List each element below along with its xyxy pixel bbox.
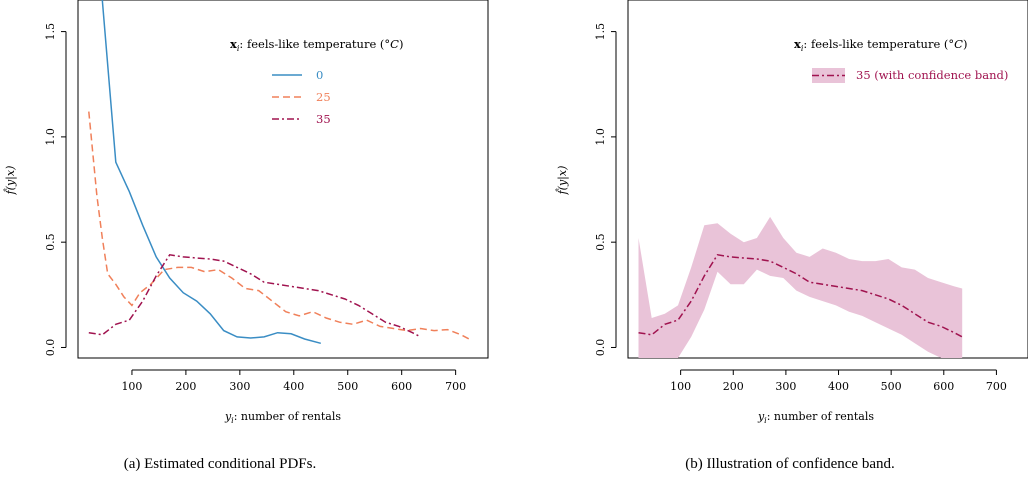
x-tick-label: 200 [175, 380, 196, 393]
series-line-25 [88, 111, 470, 340]
x-tick-label: 400 [828, 380, 849, 393]
caption-b: (b) Illustration of confidence band. [685, 456, 895, 472]
y-tick-label: 1.0 [44, 128, 57, 146]
x-tick-label: 500 [881, 380, 902, 393]
legend-title-b: xi: feels-like temperature (°C) [794, 37, 967, 53]
y-tick-label: 1.0 [594, 128, 607, 146]
plot-frame-a [77, 0, 489, 359]
y-tick-label: 1.5 [44, 23, 57, 40]
confidence-band [638, 216, 963, 358]
x-tick-label: 300 [229, 380, 250, 393]
caption-a: (a) Estimated conditional PDFs. [124, 456, 316, 472]
legend-a: xi: feels-like temperature (°C) 0 25 35 [230, 37, 403, 126]
x-axis-label-a: yi: number of rentals [224, 410, 341, 425]
x-tick-label: 700 [986, 380, 1007, 393]
legend-label: 25 [316, 90, 331, 104]
legend-label: 35 (with confidence band) [856, 68, 1008, 82]
series-line-35 [638, 253, 963, 338]
x-tick-label: 600 [933, 380, 954, 393]
x-tick-label: 700 [445, 380, 466, 393]
legend-title-a: xi: feels-like temperature (°C) [230, 37, 403, 53]
x-tick-label: 500 [337, 380, 358, 393]
series-line-35 [88, 253, 421, 338]
x-tick-label: 100 [670, 380, 691, 393]
panel-a: 100 200 300 400 500 600 700 0.0 0.5 1.0 1.5 yi: n… [4, 0, 489, 472]
y-axis-label-a: f̂(y|x) [4, 166, 18, 196]
series-line-0 [101, 0, 321, 345]
y-tick-label: 0.0 [44, 339, 57, 357]
legend-label: 35 [316, 112, 331, 126]
x-tick-label: 100 [121, 380, 142, 393]
x-tick-label: 300 [775, 380, 796, 393]
y-tick-label: 0.5 [44, 233, 57, 251]
y-tick-label: 0.5 [594, 233, 607, 251]
plot-frame-b [627, 0, 1028, 359]
x-tick-label: 400 [283, 380, 304, 393]
legend-label: 0 [316, 68, 323, 82]
y-tick-label: 0.0 [594, 339, 607, 357]
x-tick-label: 200 [723, 380, 744, 393]
panel-b: 100 200 300 400 500 600 700 0.0 0.5 1.0 1.5 yi: n… [556, 0, 1028, 472]
x-tick-label: 600 [391, 380, 412, 393]
x-axis-label-b: yi: number of rentals [757, 410, 874, 425]
y-tick-label: 1.5 [594, 23, 607, 40]
y-axis-label-b: f̂(y|x) [556, 166, 570, 196]
legend-b: xi: feels-like temperature (°C) 35 (with… [794, 37, 1008, 83]
